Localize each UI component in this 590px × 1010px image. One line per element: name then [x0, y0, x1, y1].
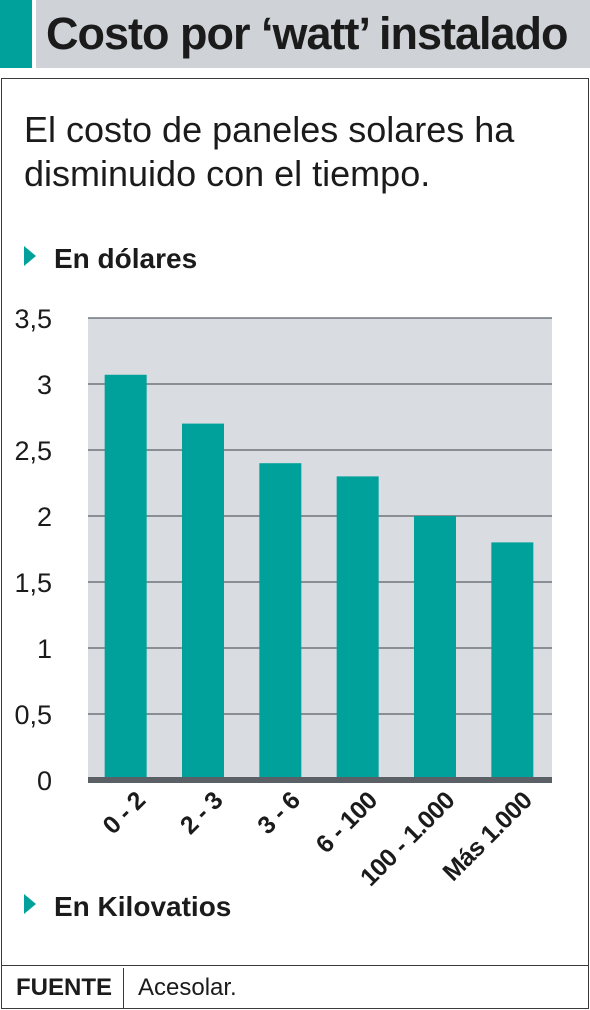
footer-divider [1, 965, 589, 966]
y-tick-label: 2,5 [14, 436, 52, 466]
bar [491, 542, 534, 780]
y-tick-label: 1,5 [14, 568, 52, 598]
x-axis-label-text: En Kilovatios [54, 891, 232, 922]
y-tick-label: 1 [37, 634, 52, 664]
x-tick-label: 3 - 6 [252, 786, 305, 839]
x-tick-label: 0 - 2 [98, 786, 151, 839]
footer-separator [123, 968, 124, 1008]
y-tick-label: 2 [37, 502, 52, 532]
y-tick-label: 0,5 [14, 700, 52, 730]
units-label-text: En dólares [54, 243, 198, 274]
x-axis-label: En Kilovatios [24, 891, 231, 923]
header-background [36, 0, 590, 68]
plot-background [88, 318, 552, 780]
triangle-arrow-icon [24, 894, 36, 914]
page-title: Costo por ‘watt’ instalado [46, 8, 569, 59]
triangle-arrow-icon [24, 246, 36, 266]
y-tick-label: 0 [37, 766, 52, 796]
header: Costo por ‘watt’ instalado [0, 0, 590, 68]
units-label: En dólares [24, 243, 197, 275]
x-tick-label: 6 - 100 [311, 786, 383, 858]
header-accent-bar [0, 0, 32, 68]
x-axis-baseline [88, 777, 552, 783]
bar [414, 516, 456, 780]
y-tick-label: 3,5 [14, 304, 52, 334]
bar [259, 463, 302, 780]
bar [104, 374, 147, 780]
chart-subtitle: El costo de paneles solares ha disminuid… [24, 109, 515, 194]
y-tick-label: 3 [37, 370, 52, 400]
bar [182, 423, 224, 780]
x-tick-label: 2 - 3 [175, 786, 228, 839]
bar [336, 476, 379, 780]
source-key: FUENTE [16, 974, 112, 1001]
source-value: Acesolar. [138, 974, 237, 1001]
chart-frame [1, 78, 589, 1009]
